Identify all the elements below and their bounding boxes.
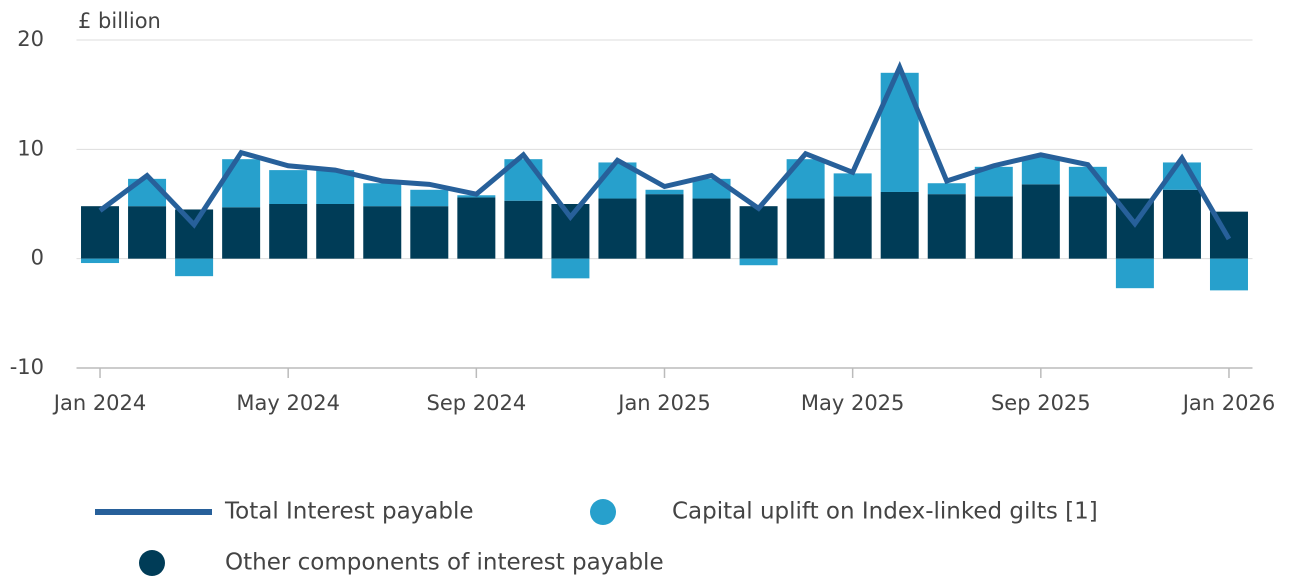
bar [786,159,825,199]
bar [880,191,919,259]
bar [833,173,872,197]
bar [739,258,778,266]
y-tick-label: 10 [17,136,44,160]
bar [551,258,590,279]
legend-label: Capital uplift on Index-linked gilts [1] [672,499,1098,525]
bar [504,200,543,259]
bar [175,209,214,259]
y-tick-label: 0 [31,246,44,270]
bar [222,207,261,259]
bar [927,194,966,259]
y-axis-label: £ billion [78,9,161,33]
bar [410,189,449,207]
bar [1162,189,1201,259]
bar [81,206,120,259]
x-tick-label: Jan 2026 [1181,391,1276,415]
legend-swatch [139,550,165,576]
x-tick-label: Sep 2025 [991,391,1091,415]
bar [269,204,308,259]
bar [692,198,731,259]
bar [833,196,872,259]
bar [1021,156,1060,185]
line [98,61,1232,241]
bar [1068,196,1107,259]
bar [1021,184,1060,259]
bar [363,183,402,207]
y-tick-label: -10 [10,355,44,379]
x-tick-label: Jan 2025 [616,391,711,415]
bar [457,197,496,259]
bar [175,258,214,277]
x-tick-label: May 2025 [801,391,905,415]
bar [81,258,120,264]
bar [645,194,684,259]
bar [598,198,637,259]
bar [222,159,261,208]
bar [645,189,684,195]
bar [269,170,308,204]
bar [974,196,1013,259]
legend-label: Other components of interest payable [225,550,664,576]
bar [739,206,778,259]
legend-label: Total Interest payable [224,499,474,525]
bar [410,206,449,259]
bar [1209,258,1248,291]
x-tick-label: Sep 2024 [426,391,526,415]
bar [316,170,355,204]
bar [316,204,355,259]
legend-swatch [590,499,616,525]
bar [927,183,966,195]
x-tick-label: Jan 2024 [52,391,147,415]
bar [1115,258,1154,289]
bar [786,198,825,259]
bar [880,72,919,192]
x-tick-label: May 2024 [236,391,340,415]
y-tick-label: 20 [17,27,44,51]
bar [551,204,590,259]
bar [363,206,402,259]
bar [128,206,167,259]
